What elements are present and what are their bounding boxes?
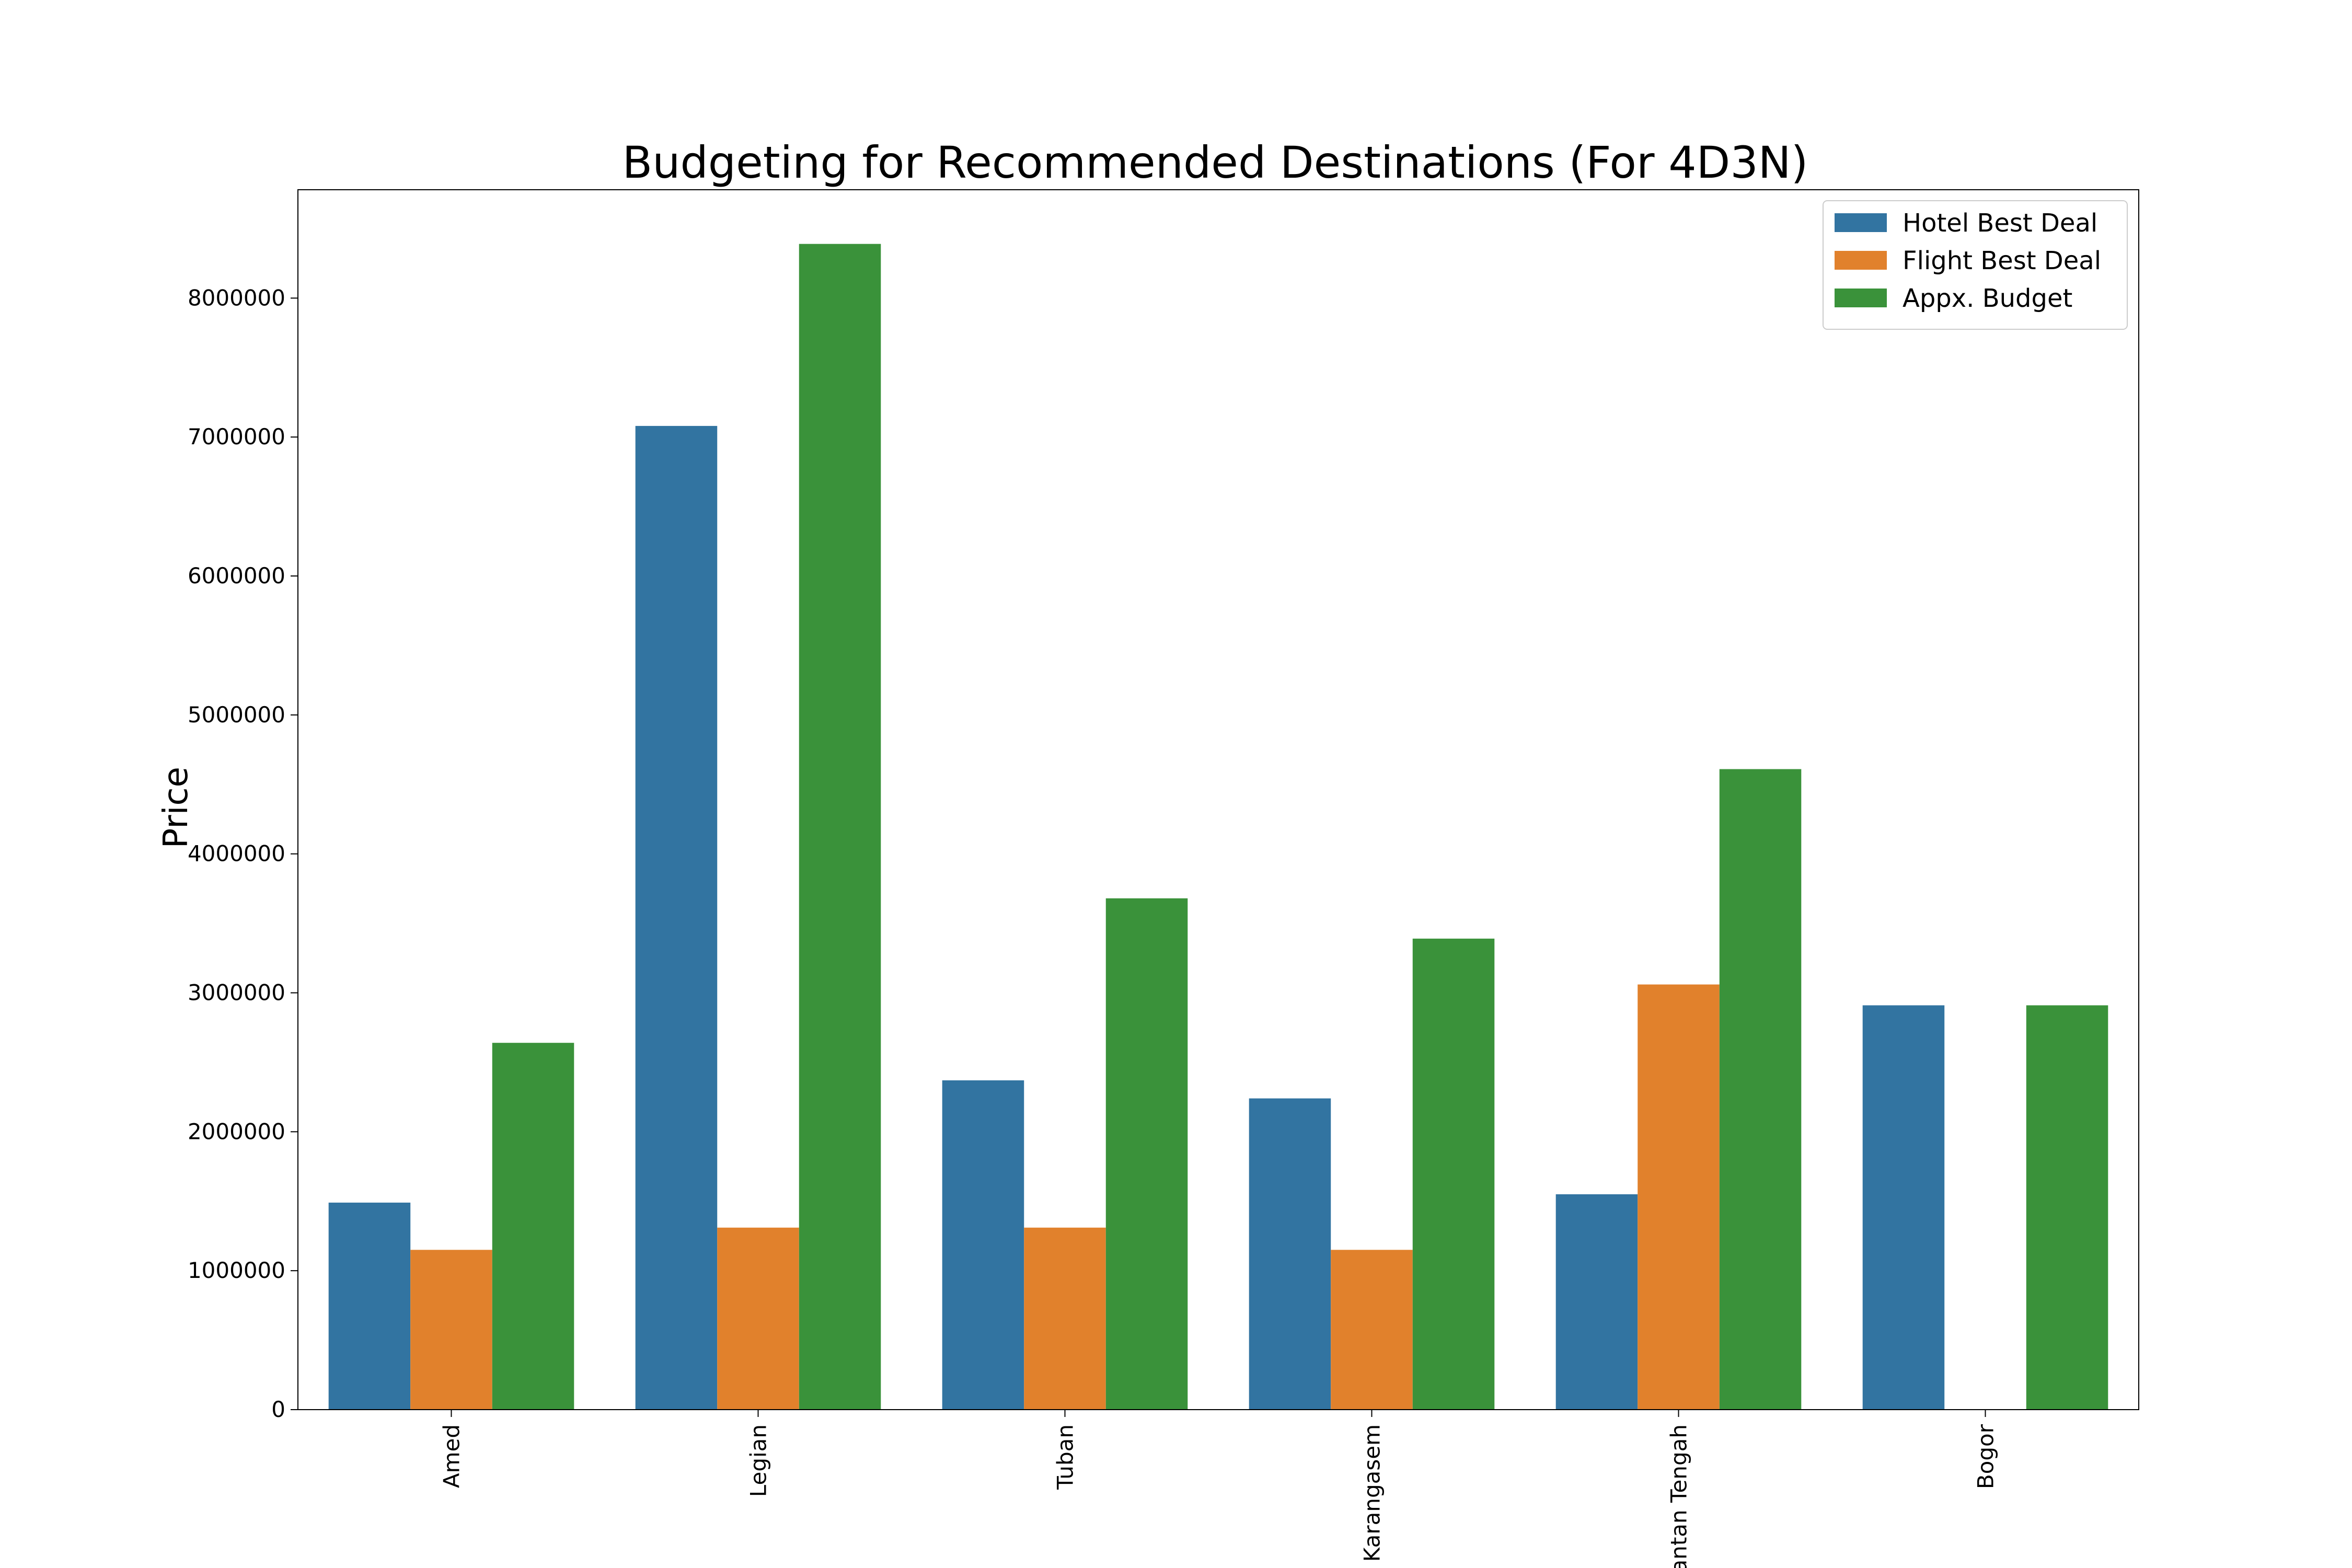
legend-swatch-hotel-best-deal (1835, 213, 1887, 232)
bar-hotel-best-deal-kalimantan-tengah (1555, 1194, 1638, 1410)
bar-hotel-best-deal-bogor (1862, 1005, 1945, 1410)
legend-label-hotel-best-deal: Hotel Best Deal (1903, 209, 2097, 238)
chart-title: Budgeting for Recommended Destinations (… (622, 137, 1808, 188)
legend-label-appx-budget: Appx. Budget (1903, 284, 2072, 313)
bar-flight-best-deal-amed (410, 1250, 492, 1410)
y-axis: 0 1000000 2000000 3000000 4000000 5000000 6000… (188, 285, 298, 1422)
legend: Hotel Best Deal Flight Best Deal Appx. Bud… (1823, 200, 2128, 330)
x-tick-label: Karangasem (1359, 1424, 1385, 1562)
bar-appx-budget-legian (799, 244, 881, 1410)
y-tick-label: 4000000 (188, 841, 285, 867)
bar-flight-best-deal-tuban (1024, 1227, 1106, 1410)
bar-appx-budget-amed (492, 1043, 574, 1410)
x-tick-label: Bogor (1973, 1424, 1999, 1489)
y-tick-label: 7000000 (188, 424, 285, 449)
y-tick-label: 5000000 (188, 702, 285, 728)
y-tick-label: 6000000 (188, 563, 285, 589)
x-tick-label: Tuban (1053, 1424, 1078, 1490)
legend-box (1823, 200, 2128, 330)
y-tick-label: 3000000 (188, 980, 285, 1006)
bar-flight-best-deal-karangasem (1331, 1250, 1413, 1410)
x-tick-label: Legian (746, 1424, 771, 1497)
y-axis-label: Price (157, 767, 195, 848)
bar-appx-budget-tuban (1105, 898, 1188, 1410)
legend-label-flight-best-deal: Flight Best Deal (1903, 246, 2101, 275)
legend-swatch-appx-budget (1835, 289, 1887, 307)
x-axis: Amed Legian Tuban Karangasem Kalimantan Teng… (439, 1410, 1999, 1568)
legend-swatch-flight-best-deal (1835, 251, 1887, 270)
bar-hotel-best-deal-karangasem (1249, 1098, 1331, 1410)
y-tick-label: 2000000 (188, 1119, 285, 1144)
x-tick-label: Kalimantan Tengah (1666, 1424, 1692, 1568)
x-tick-label: Amed (439, 1424, 465, 1488)
y-tick-label: 0 (271, 1397, 285, 1422)
bar-appx-budget-bogor (2026, 1005, 2108, 1410)
bar-hotel-best-deal-amed (328, 1202, 411, 1410)
bar-hotel-best-deal-legian (635, 425, 718, 1410)
y-tick-label: 8000000 (188, 285, 285, 310)
bar-appx-budget-karangasem (1412, 938, 1495, 1410)
bar-hotel-best-deal-tuban (942, 1080, 1024, 1410)
bar-appx-budget-kalimantan-tengah (1719, 769, 1802, 1410)
plot-frame (297, 189, 2139, 1410)
bar-flight-best-deal-kalimantan-tengah (1638, 984, 1720, 1410)
bars-layer (328, 244, 2108, 1410)
y-tick-label: 1000000 (188, 1258, 285, 1283)
bar-flight-best-deal-legian (717, 1227, 799, 1410)
